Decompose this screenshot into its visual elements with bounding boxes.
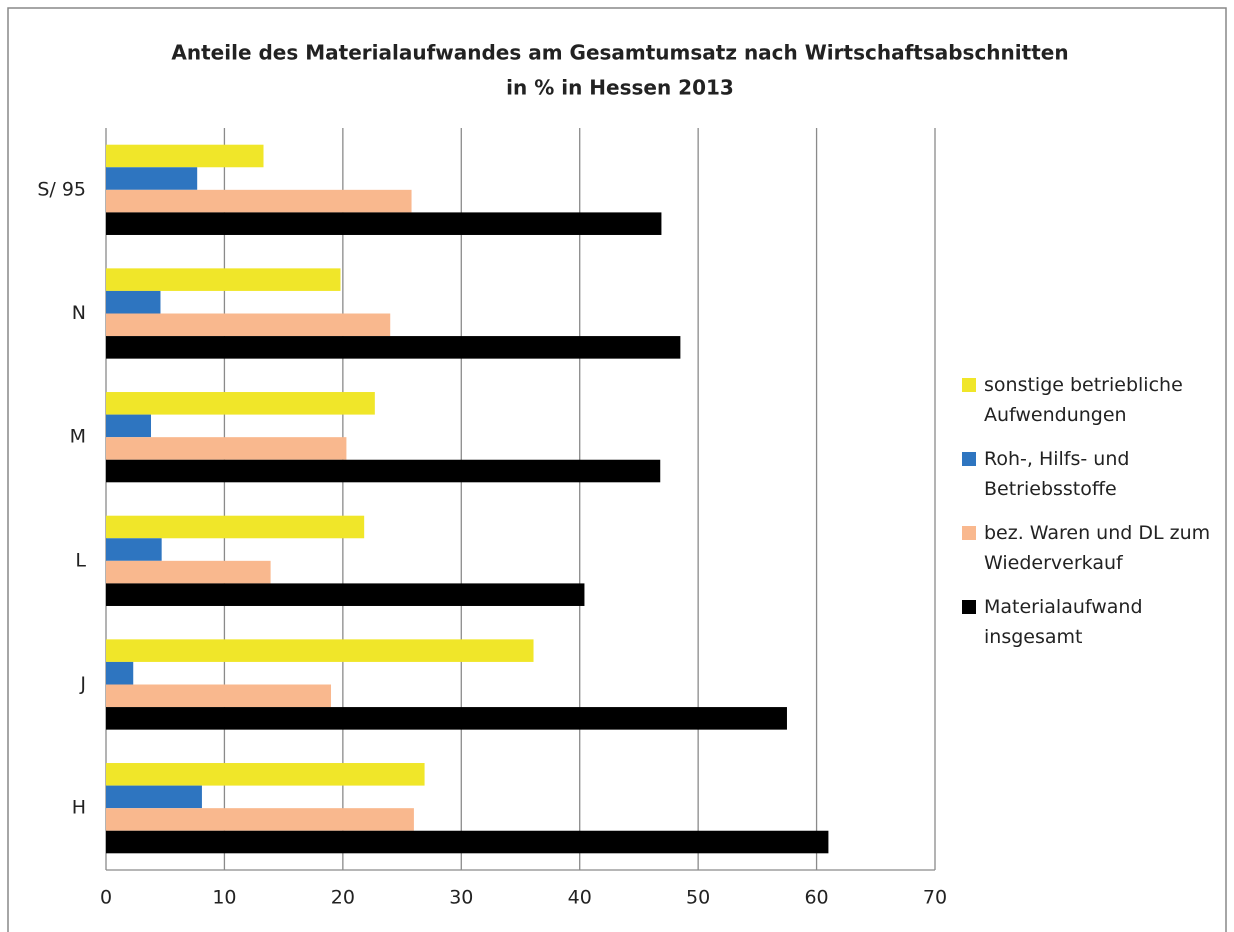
x-tick-label: 70 bbox=[923, 887, 947, 909]
bar bbox=[106, 538, 162, 561]
bar bbox=[106, 830, 829, 854]
legend-item: Roh-, Hilfs- und Betriebsstoffe bbox=[962, 444, 1212, 504]
y-tick-label: S/ 95 bbox=[37, 178, 86, 200]
bar bbox=[106, 189, 412, 213]
bar bbox=[106, 290, 161, 314]
y-tick-label: J bbox=[79, 673, 86, 695]
bar bbox=[106, 392, 375, 415]
legend: sonstige betriebliche Aufwendungen Roh-, … bbox=[962, 370, 1212, 666]
chart-title: Anteile des Materialaufwandes am Gesamtu… bbox=[171, 41, 1068, 65]
bar bbox=[106, 313, 391, 337]
bar bbox=[106, 785, 202, 809]
x-tick-label: 60 bbox=[804, 887, 828, 909]
bar bbox=[106, 707, 787, 730]
chart-border bbox=[7, 7, 1227, 932]
bar bbox=[106, 684, 332, 708]
y-tick-label: L bbox=[75, 549, 86, 571]
x-tick-label: 20 bbox=[331, 887, 355, 909]
y-tick-label: H bbox=[72, 797, 86, 819]
legend-item: Materialaufwand insgesamt bbox=[962, 592, 1212, 652]
legend-swatch bbox=[962, 378, 976, 392]
legend-item: bez. Waren und DL zum Wiederverkauf bbox=[962, 518, 1212, 578]
legend-swatch bbox=[962, 452, 976, 466]
bar bbox=[106, 336, 681, 359]
x-tick-label: 30 bbox=[449, 887, 473, 909]
legend-swatch bbox=[962, 526, 976, 540]
x-tick-label: 50 bbox=[686, 887, 710, 909]
bar bbox=[106, 763, 425, 786]
legend-label: Roh-, Hilfs- und Betriebsstoffe bbox=[984, 448, 1130, 500]
bar bbox=[106, 583, 585, 606]
bar bbox=[106, 414, 152, 438]
chart-title: in % in Hessen 2013 bbox=[506, 76, 734, 100]
bar bbox=[106, 459, 661, 483]
bar bbox=[106, 560, 271, 584]
x-tick-label: 0 bbox=[100, 887, 112, 909]
bar bbox=[106, 661, 134, 685]
bar bbox=[106, 268, 341, 291]
bar bbox=[106, 515, 365, 539]
bar bbox=[106, 437, 347, 460]
y-tick-label: M bbox=[70, 426, 86, 448]
legend-label: bez. Waren und DL zum Wiederverkauf bbox=[984, 522, 1211, 574]
bar bbox=[106, 212, 662, 235]
x-tick-label: 10 bbox=[212, 887, 236, 909]
x-tick-label: 40 bbox=[568, 887, 592, 909]
legend-item: sonstige betriebliche Aufwendungen bbox=[962, 370, 1212, 430]
legend-label: Materialaufwand insgesamt bbox=[984, 596, 1143, 648]
y-tick-label: N bbox=[72, 302, 86, 324]
legend-label: sonstige betriebliche Aufwendungen bbox=[984, 374, 1183, 426]
bar bbox=[106, 167, 198, 190]
bar bbox=[106, 808, 414, 831]
legend-swatch bbox=[962, 600, 976, 614]
bar bbox=[106, 639, 534, 662]
bar bbox=[106, 144, 264, 168]
